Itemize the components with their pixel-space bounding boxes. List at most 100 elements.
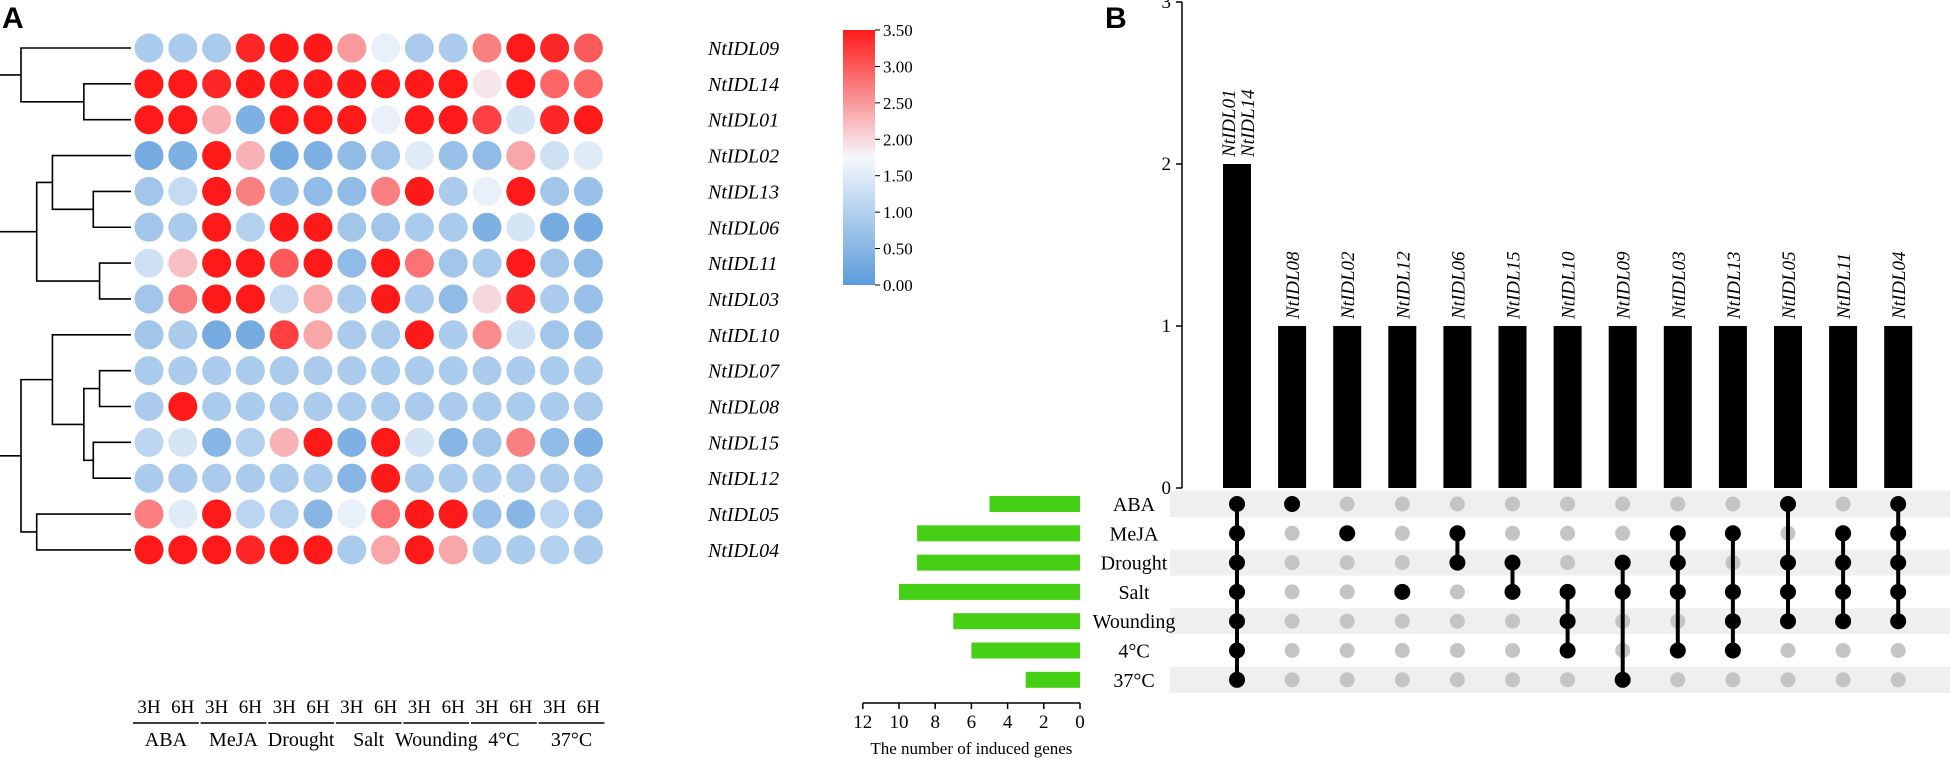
set-label-Drought: Drought [1101,553,1168,575]
matrix-dot-off-2-3 [1339,584,1355,600]
matrix-dot-on-0-1 [1229,525,1245,542]
col-label-3: 6H [239,697,263,718]
heat-cell-NtIDL09-5 [303,33,333,63]
matrix-dot-on-9-1 [1724,525,1741,542]
heat-cell-NtIDL14-11 [506,69,536,99]
heat-cell-NtIDL01-0 [134,105,164,135]
col-label-7: 6H [374,697,398,718]
heatmap-row-labels: NtIDL09 NtIDL14 NtIDL01 NtIDL02 NtIDL13 NtIDL… [707,38,780,562]
matrix-dot-on-2-1 [1339,525,1356,542]
colorbar-tick-label-1: 3.00 [883,57,913,76]
set-size-bar-MeJA [917,525,1080,542]
set-label-MeJA: MeJA [1110,523,1159,545]
set-size-x-tick-label-0: 0 [1075,712,1085,733]
set-size-x-tick-label-2: 2 [1039,712,1049,733]
heat-cell-NtIDL13-8 [404,176,434,206]
heat-cell-NtIDL02-2 [202,141,232,171]
row-label-NtIDL15: NtIDL15 [707,432,779,454]
heat-cell-NtIDL07-0 [134,356,164,386]
heat-cell-NtIDL05-3 [235,499,265,529]
heat-cell-NtIDL10-5 [303,320,333,350]
heat-cell-NtIDL04-3 [235,535,265,565]
heat-cell-NtIDL08-6 [337,392,367,421]
heat-cell-NtIDL09-2 [202,33,232,63]
heat-cell-NtIDL11-10 [472,248,502,278]
row-label-NtIDL06: NtIDL06 [707,217,779,239]
heat-cell-NtIDL14-7 [371,69,401,99]
row-label-NtIDL09: NtIDL09 [707,38,779,60]
heat-cell-NtIDL06-7 [371,212,401,242]
heat-cell-NtIDL03-4 [269,284,299,314]
upset-bar-label-8-0: NtIDL03 [1669,251,1690,320]
matrix-dot-off-8-6 [1670,672,1686,688]
heat-cell-NtIDL09-9 [438,33,468,63]
matrix-dot-off-2-0 [1339,496,1355,512]
heat-cell-NtIDL01-9 [438,105,468,135]
matrix-dot-on-1-0 [1284,496,1301,512]
heat-cell-NtIDL07-3 [235,356,265,386]
heat-cell-NtIDL10-13 [573,320,603,350]
heat-cell-NtIDL02-12 [540,141,570,171]
heat-cell-NtIDL06-3 [235,212,265,242]
matrix-dot-off-2-6 [1339,672,1355,688]
heat-cell-NtIDL12-12 [540,463,570,493]
dendrogram-branch-11 [20,378,53,533]
dendrogram-branch-10 [35,513,131,551]
heat-cell-NtIDL14-8 [404,69,434,99]
heat-cell-NtIDL09-3 [235,33,265,63]
matrix-dot-off-2-5 [1339,643,1355,658]
heat-cell-NtIDL07-5 [303,356,333,386]
heat-cell-NtIDL07-8 [404,356,434,386]
heat-cell-NtIDL03-9 [438,284,468,314]
matrix-dot-on-0-3 [1229,583,1245,600]
matrix-dot-on-9-5 [1724,642,1741,659]
dendrogram-branch-4 [51,154,131,211]
heat-cell-NtIDL06-2 [202,212,232,242]
heat-cell-NtIDL10-8 [404,320,434,350]
col-label-11: 6H [509,697,533,718]
matrix-dot-on-0-2 [1229,554,1245,571]
matrix-dot-on-6-3 [1559,583,1576,600]
upset-bar-label-10-0: NtIDL05 [1779,251,1800,320]
matrix-dot-off-11-5 [1835,643,1851,658]
set-label-ABA: ABA [1113,494,1156,516]
matrix-dot-on-4-1 [1449,525,1466,542]
upset-bar-label-7-0: NtIDL09 [1614,251,1635,320]
heat-cell-NtIDL12-6 [337,463,367,493]
set-size-x-tick-label-8: 8 [930,712,940,733]
upset-bar-label-3-0: NtIDL12 [1393,251,1414,320]
row-label-NtIDL11: NtIDL11 [707,253,778,275]
row-label-NtIDL12: NtIDL12 [707,468,779,490]
heat-cell-NtIDL15-3 [235,427,265,457]
heat-cell-NtIDL02-5 [303,141,333,171]
dendrogram-branch-1 [20,47,131,103]
heat-cell-NtIDL01-10 [472,105,502,135]
matrix-dot-on-8-5 [1669,642,1686,659]
heat-cell-NtIDL10-2 [202,320,232,350]
matrix-dot-off-1-5 [1284,643,1300,658]
heat-cell-NtIDL06-1 [168,212,198,242]
matrix-dot-off-5-0 [1505,496,1520,512]
heat-cell-NtIDL03-1 [168,284,198,314]
dendrogram-branch-5 [35,181,100,282]
heat-cell-NtIDL09-7 [371,33,401,63]
heat-cell-NtIDL10-12 [540,320,570,350]
heat-cell-NtIDL14-13 [573,69,603,99]
set-label-37°C: 37°C [1113,670,1154,692]
dendrogram-branch-6 [98,369,131,408]
heat-cell-NtIDL06-9 [438,212,468,242]
heat-cell-NtIDL15-9 [438,427,468,457]
heat-cell-NtIDL09-8 [404,33,434,63]
heat-cell-NtIDL02-10 [472,141,502,171]
heat-cell-NtIDL04-0 [134,535,164,565]
heat-cell-NtIDL11-2 [202,248,232,278]
dendrogram-branch-2 [98,262,131,300]
heat-cell-NtIDL11-4 [269,248,299,278]
col-label-2: 3H [205,697,229,718]
heat-cell-NtIDL04-6 [337,535,367,565]
matrix-dot-on-7-6 [1614,671,1631,688]
matrix-stripe-37°C [1170,666,1950,693]
heat-cell-NtIDL02-11 [506,141,536,171]
heat-cell-NtIDL08-0 [134,392,164,421]
matrix-dot-off-1-3 [1284,584,1300,600]
